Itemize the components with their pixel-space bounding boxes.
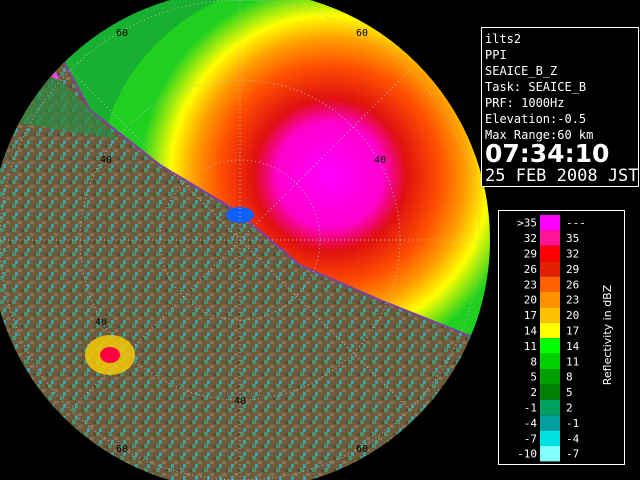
legend-low: 23 xyxy=(524,278,537,291)
legend-swatch xyxy=(540,292,560,308)
azimuth-line xyxy=(69,69,411,411)
legend-swatch xyxy=(540,415,560,431)
legend-swatch xyxy=(540,430,560,446)
legend-swatch xyxy=(540,215,560,231)
info-line: ilts2 xyxy=(485,32,521,46)
legend-low: 2 xyxy=(530,386,537,399)
ring-label: 40 xyxy=(374,155,386,166)
legend-low: 17 xyxy=(524,309,537,322)
legend-high: 26 xyxy=(566,278,579,291)
legend-low: 11 xyxy=(524,340,537,353)
legend-low: -1 xyxy=(524,402,537,415)
legend-swatch xyxy=(540,322,560,339)
ring-label: 40 xyxy=(234,396,246,407)
ring-label: 60 xyxy=(356,28,368,39)
date: 25 FEB 2008 JST xyxy=(485,166,639,186)
legend-high: -1 xyxy=(566,417,579,430)
legend-high: --- xyxy=(566,217,586,230)
legend-swatch xyxy=(540,245,560,262)
info-line: PRF: 1000Hz xyxy=(485,96,564,110)
legend-high: -7 xyxy=(566,448,579,461)
legend-low: >35 xyxy=(517,217,537,230)
info-lines: ilts2 PPI SEAICE_B_Z Task: SEAICE_B PRF: 100… xyxy=(485,32,593,142)
legend-high: 5 xyxy=(566,386,573,399)
ring-label: 60 xyxy=(116,444,128,455)
legend-high: 35 xyxy=(566,232,579,245)
info-line: Max Range:60 km xyxy=(485,128,593,142)
legend-box xyxy=(498,210,625,465)
ring-label: 60 xyxy=(356,444,368,455)
legend-high: 29 xyxy=(566,263,579,276)
legend-low: 14 xyxy=(524,325,538,338)
legend-low: -7 xyxy=(524,432,537,445)
legend-low: 32 xyxy=(524,232,537,245)
legend-swatch xyxy=(540,446,560,462)
info-line: PPI xyxy=(485,48,507,62)
legend-low: 8 xyxy=(530,355,537,368)
legend-low: 20 xyxy=(524,294,537,307)
legend-low: -10 xyxy=(517,448,537,461)
range-ring xyxy=(0,0,481,480)
legend-swatch xyxy=(540,276,560,292)
ring-label: 40 xyxy=(95,317,107,328)
legend-low: 29 xyxy=(524,248,537,261)
legend-low: 5 xyxy=(530,371,537,384)
info-line: Elevation:-0.5 xyxy=(485,112,586,126)
legend-high: 2 xyxy=(566,402,573,415)
legend-high: 20 xyxy=(566,309,579,322)
range-rings xyxy=(0,0,481,480)
legend-swatch xyxy=(540,230,560,246)
ring-label: 40 xyxy=(100,155,112,166)
legend-low: 26 xyxy=(524,263,537,276)
info-line: Task: SEAICE_B xyxy=(485,80,586,94)
ring-labels: 40 40 40 40 60 60 60 60 xyxy=(95,28,386,455)
legend-high: 11 xyxy=(566,355,579,368)
legend-high: 23 xyxy=(566,294,579,307)
legend-swatch xyxy=(540,338,560,354)
legend-swatch xyxy=(540,261,560,277)
legend-swatch xyxy=(540,399,560,416)
info-line: SEAICE_B_Z xyxy=(485,64,557,78)
legend-high: 17 xyxy=(566,325,579,338)
info-box xyxy=(481,27,639,187)
legend-high: -4 xyxy=(566,432,580,445)
legend-high: 8 xyxy=(566,371,573,384)
legend-title: Reflectivity in dBZ xyxy=(601,284,614,385)
time: 07:34:10 xyxy=(485,139,609,168)
legend-low: -4 xyxy=(524,417,538,430)
legend-high: 14 xyxy=(566,340,580,353)
ring-label: 60 xyxy=(116,28,128,39)
legend-swatch xyxy=(540,353,560,369)
legend-swatch xyxy=(540,384,560,400)
legend-high: 32 xyxy=(566,248,579,261)
legend-rows: >35 --- 32 35 29 32 26 29 23 26 20 23 17 20 14 17 11 14 8 1… xyxy=(517,215,586,462)
legend-swatch xyxy=(540,369,560,385)
legend-swatch xyxy=(540,307,560,323)
